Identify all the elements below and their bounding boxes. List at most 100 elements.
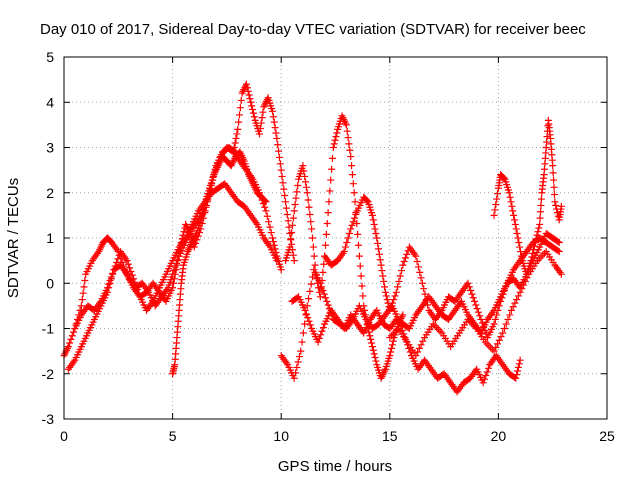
- data-points: [60, 80, 565, 396]
- data-point: [319, 286, 327, 294]
- data-point: [513, 229, 521, 237]
- data-point: [80, 283, 88, 291]
- data-point: [263, 212, 271, 220]
- data-point: [493, 311, 501, 319]
- data-point: [480, 323, 488, 331]
- data-point: [79, 289, 87, 297]
- data-point: [351, 214, 359, 222]
- data-point: [309, 243, 317, 251]
- data-point: [371, 353, 379, 361]
- data-point: [324, 301, 332, 309]
- data-point: [465, 283, 473, 291]
- data-point: [498, 294, 506, 302]
- x-tick-label: 15: [382, 428, 398, 444]
- data-point: [128, 271, 136, 279]
- data-point: [269, 107, 277, 115]
- data-point: [520, 281, 528, 289]
- data-point: [270, 118, 278, 126]
- data-point: [176, 248, 184, 256]
- data-point: [271, 245, 279, 253]
- data-point: [179, 231, 187, 239]
- data-point: [290, 374, 298, 382]
- data-point: [396, 272, 404, 280]
- data-point: [235, 111, 243, 119]
- data-point: [377, 261, 385, 269]
- data-point: [550, 191, 558, 199]
- data-point: [370, 220, 378, 228]
- data-point: [386, 352, 394, 360]
- data-point: [297, 347, 305, 355]
- data-point: [302, 310, 310, 318]
- data-point: [245, 91, 253, 99]
- data-point: [259, 108, 267, 116]
- data-point: [387, 303, 395, 311]
- data-point: [257, 119, 265, 127]
- data-point: [77, 302, 85, 310]
- data-point: [549, 169, 557, 177]
- data-point: [483, 368, 491, 376]
- data-point: [395, 277, 403, 285]
- data-point: [78, 296, 86, 304]
- data-point: [255, 130, 263, 138]
- data-point: [500, 325, 508, 332]
- data-point: [341, 243, 349, 251]
- data-point: [554, 238, 562, 246]
- data-point: [288, 221, 296, 229]
- data-point: [343, 239, 351, 247]
- data-point: [278, 172, 286, 180]
- data-point: [497, 333, 505, 341]
- data-point: [414, 348, 422, 356]
- data-point: [123, 257, 131, 265]
- data-point: [366, 332, 374, 340]
- data-point: [169, 284, 177, 292]
- data-point: [66, 339, 74, 347]
- data-point: [370, 350, 378, 358]
- data-point: [511, 299, 519, 307]
- data-point: [534, 228, 542, 236]
- data-point: [372, 229, 380, 237]
- data-point: [388, 341, 396, 349]
- data-point: [535, 224, 543, 232]
- data-point: [250, 113, 258, 121]
- data-point: [509, 207, 517, 215]
- data-point: [551, 198, 559, 206]
- data-point: [329, 144, 337, 151]
- data-point: [398, 267, 406, 275]
- data-point: [512, 225, 520, 233]
- data-point: [237, 96, 245, 104]
- data-point: [284, 217, 292, 225]
- data-point: [422, 296, 430, 304]
- data-point: [228, 147, 236, 155]
- y-tick-label: 4: [46, 94, 54, 110]
- data-point: [289, 251, 297, 259]
- data-point: [319, 268, 327, 276]
- data-point: [293, 363, 301, 371]
- data-point: [510, 216, 518, 224]
- y-tick-label: 3: [46, 140, 54, 156]
- data-point: [330, 140, 338, 148]
- data-point: [320, 260, 328, 268]
- data-point: [508, 202, 516, 210]
- y-tick-label: 0: [46, 275, 54, 291]
- data-point: [177, 239, 185, 247]
- x-tick-label: 20: [491, 428, 507, 444]
- data-point: [352, 210, 360, 218]
- data-point: [381, 288, 389, 296]
- data-point: [314, 338, 322, 346]
- series-track-b: [64, 180, 281, 373]
- data-point: [287, 236, 295, 244]
- data-point: [516, 288, 524, 296]
- data-point: [506, 311, 514, 319]
- data-point: [507, 198, 515, 206]
- data-point: [509, 303, 517, 311]
- data-point: [490, 211, 498, 219]
- data-point: [420, 285, 428, 293]
- data-point: [267, 229, 275, 237]
- data-point: [175, 252, 183, 260]
- data-point: [249, 109, 257, 117]
- data-point: [308, 273, 316, 281]
- data-point: [275, 147, 283, 155]
- data-point: [374, 239, 382, 247]
- data-point: [308, 234, 316, 242]
- data-point: [394, 283, 402, 291]
